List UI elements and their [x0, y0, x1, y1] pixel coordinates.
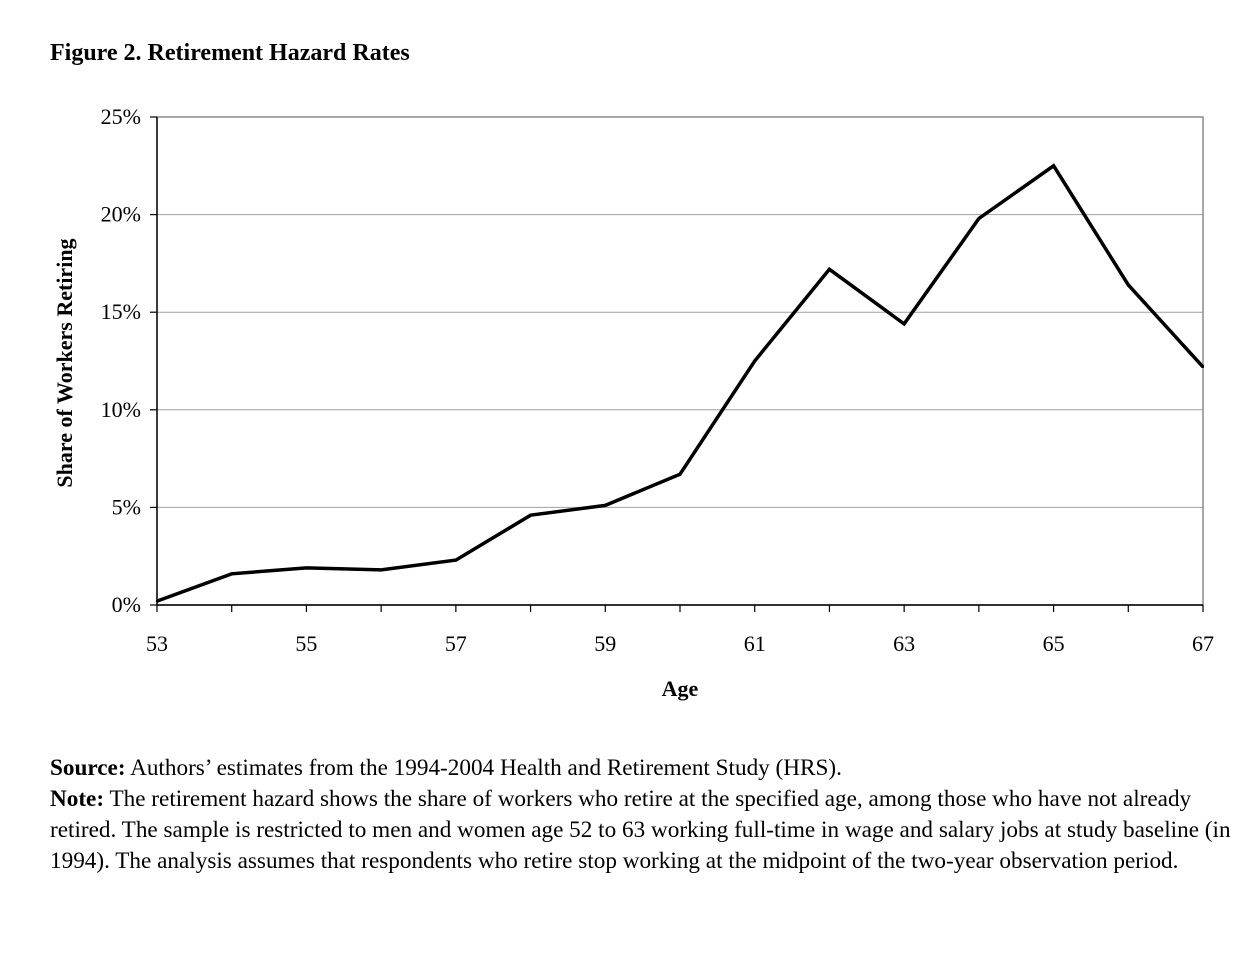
gridlines: [157, 214, 1203, 508]
axes: [150, 116, 1204, 612]
note-paragraph: Note: The retirement hazard shows the sh…: [50, 784, 1245, 877]
data-point: [753, 359, 756, 363]
tick-labels: 0% 5% 10% 15% 20% 25% 53 55 57 59 61 63 65 67: [101, 104, 1214, 656]
data-point: [1052, 164, 1055, 167]
y-tick-label: 10%: [101, 397, 141, 422]
series-line: [156, 163, 1205, 603]
y-tick-label: 15%: [101, 299, 141, 324]
data-point: [529, 514, 532, 517]
source-label: Source:: [50, 755, 126, 781]
data-point: [230, 572, 233, 575]
x-tick-label: 53: [146, 631, 168, 656]
x-tick-label: 67: [1192, 631, 1214, 656]
data-point: [454, 558, 458, 562]
plot-area-border: [156, 116, 1204, 606]
data-point: [828, 268, 831, 271]
source-note: Source: Authors’ estimates from the 1994…: [50, 753, 1245, 784]
line-chart: 0% 5% 10% 15% 20% 25% 53 55 57 59 61 63 65 67 Age Sha…: [52, 104, 1214, 701]
x-tick-label: 55: [295, 631, 317, 656]
note-text: The retirement hazard shows the share of…: [50, 786, 1231, 874]
data-point: [678, 473, 682, 476]
y-tick-label: 5%: [112, 494, 141, 519]
data-point: [155, 599, 159, 603]
data-point: [379, 568, 383, 572]
figure-title: Figure 2. Retirement Hazard Rates: [50, 40, 410, 66]
data-point: [1127, 283, 1130, 287]
y-tick-label: 20%: [101, 202, 141, 227]
x-tick-label: 61: [744, 631, 766, 656]
y-axis-title: Share of Workers Retiring: [52, 238, 77, 487]
data-point: [902, 322, 906, 326]
series: [155, 163, 1205, 603]
y-tick-label: 0%: [112, 592, 141, 617]
x-tick-label: 65: [1043, 631, 1065, 656]
y-tick-label: 25%: [101, 104, 141, 129]
x-axis-title: Age: [662, 676, 699, 701]
x-tick-label: 63: [893, 631, 915, 656]
note-label: Note:: [50, 786, 105, 812]
data-point: [1201, 365, 1205, 369]
x-tick-label: 57: [445, 631, 467, 656]
data-point: [604, 504, 607, 507]
figure-notes: Source: Authors’ estimates from the 1994…: [50, 753, 1245, 877]
data-point: [977, 217, 981, 220]
x-tick-label: 59: [594, 631, 616, 656]
source-text: Authors’ estimates from the 1994-2004 He…: [125, 755, 842, 781]
data-point: [305, 566, 308, 570]
